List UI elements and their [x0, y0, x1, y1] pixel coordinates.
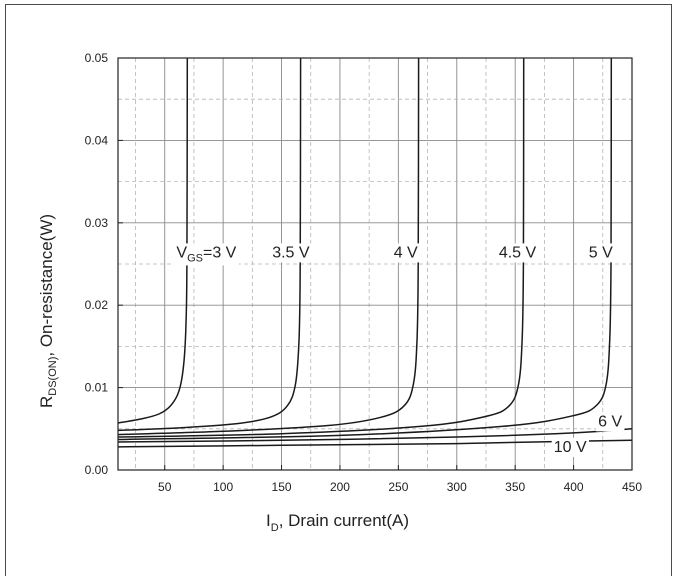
curve-label-bg — [174, 243, 239, 266]
curve-label-bg — [596, 412, 625, 432]
curve-label-4: 5 V — [589, 244, 613, 261]
curve-label-6: 10 V — [554, 439, 587, 456]
y-tick-label: 0.03 — [85, 216, 109, 230]
curve-label-bg — [391, 243, 421, 263]
curve-label-0: VGS=3 V — [176, 244, 236, 264]
x-tick-label: 250 — [388, 480, 408, 494]
y-tick-label: 0.01 — [85, 381, 109, 395]
x-tick-label: 350 — [505, 480, 525, 494]
y-axis-label-sub: DS(ON) — [47, 357, 59, 396]
x-tick-label: 450 — [622, 480, 642, 494]
plot-border — [117, 57, 633, 471]
x-tick-label: 400 — [564, 480, 584, 494]
y-tick-label: 0.00 — [85, 463, 109, 477]
axis-ticks: 50 100 150 200 250 300 350 400 450 0.00 0.01 0.02 0.… — [85, 51, 643, 494]
y-axis-label-main: R — [37, 396, 56, 408]
curve-label-1: 3.5 V — [272, 244, 310, 261]
y-tick-label: 0.02 — [85, 298, 109, 312]
curve-label-bg — [496, 243, 539, 263]
x-axis-label-main: I — [266, 511, 271, 530]
x-tick-label: 100 — [213, 480, 233, 494]
y-tick-label: 0.04 — [85, 133, 109, 147]
x-axis-label: ID, Drain current(A) — [266, 511, 409, 534]
y-axis-label-rest: , On-resistance(W) — [37, 214, 56, 357]
curve-labels: VGS=3 V 3.5 V 4 V 4.5 V 5 V 6 V 10 V — [174, 243, 625, 457]
x-axis-label-sub: D — [271, 522, 279, 534]
x-axis-label-rest: , Drain current(A) — [279, 511, 409, 530]
curve-label-2: 4 V — [394, 244, 418, 261]
series-line-2 — [117, 57, 420, 436]
y-tick-label: 0.05 — [85, 51, 109, 65]
series-line-4 — [117, 57, 613, 441]
curve-label-5: 6 V — [598, 413, 622, 430]
y-axis-label: RDS(ON), On-resistance(W) — [37, 214, 59, 408]
chart-frame — [5, 4, 672, 576]
curve-label-bg — [551, 437, 589, 457]
curve-label-3: 4.5 V — [499, 244, 537, 261]
curve-label-bg — [586, 243, 616, 263]
x-tick-label: 300 — [447, 480, 467, 494]
series-line-5 — [117, 428, 633, 443]
curve-label-bg — [270, 243, 312, 263]
x-tick-label: 50 — [158, 480, 172, 494]
x-tick-label: 150 — [272, 480, 292, 494]
series-line-3 — [117, 57, 525, 438]
x-tick-label: 200 — [330, 480, 350, 494]
series-line-0 — [117, 57, 189, 424]
